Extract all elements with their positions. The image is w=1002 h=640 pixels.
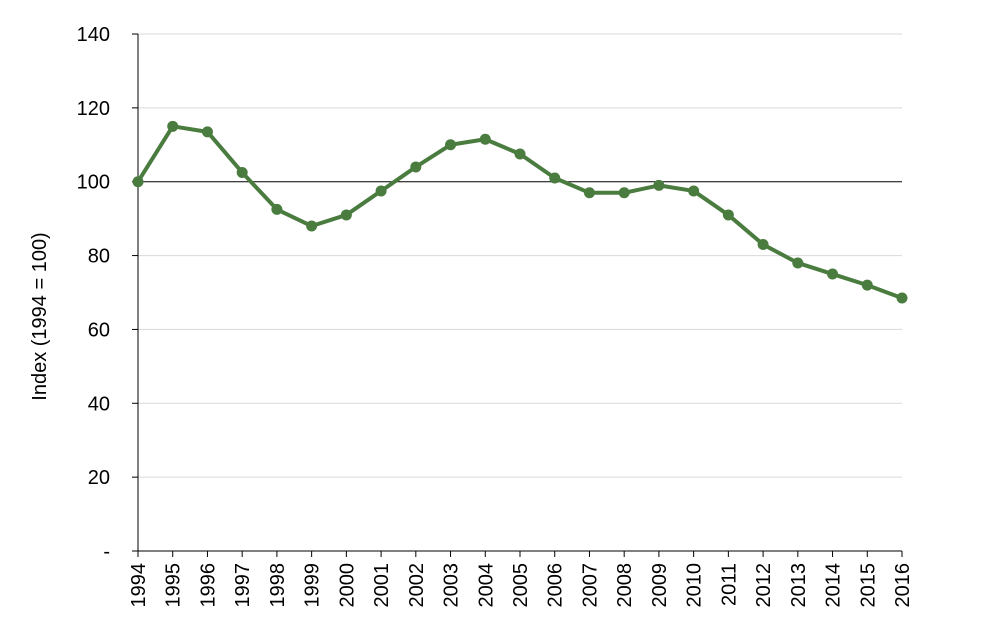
x-tick-label-1994: 1994: [128, 563, 150, 608]
y-tick-label-60: 60: [88, 319, 110, 341]
data-point-1997: [236, 166, 248, 178]
data-point-2008: [618, 187, 630, 199]
data-point-2009: [653, 179, 665, 191]
x-tick-label-2005: 2005: [510, 563, 532, 608]
data-point-1996: [201, 126, 213, 138]
series-group: [132, 120, 908, 304]
x-tick-label-1999: 1999: [302, 563, 324, 608]
x-tick-label-2015: 2015: [857, 563, 879, 608]
y-tick-label-120: 120: [77, 98, 110, 120]
y-tick-label-140: 140: [77, 24, 110, 46]
x-tick-label-2010: 2010: [684, 563, 706, 608]
data-point-1998: [271, 203, 283, 215]
data-point-2012: [757, 238, 769, 250]
x-tick-label-2001: 2001: [371, 563, 393, 608]
x-tick-label-1996: 1996: [197, 563, 219, 608]
x-tick-label-2003: 2003: [441, 563, 463, 608]
data-point-1999: [306, 220, 318, 232]
data-point-1995: [167, 120, 179, 132]
x-tick-label-1995: 1995: [163, 563, 185, 608]
x-tick-labels: 1994 1995 1996 1997 1998 1999 2000 2001 2002 2003…: [128, 563, 914, 608]
gridlines: [138, 33, 902, 478]
x-tick-label-2012: 2012: [753, 563, 775, 608]
x-tick-label-2011: 2011: [718, 563, 740, 606]
x-tick-label-2014: 2014: [823, 563, 845, 608]
y-tick-label-100: 100: [77, 172, 110, 194]
x-tick-label-2006: 2006: [545, 563, 567, 608]
data-point-2002: [410, 161, 422, 173]
x-tick-label-2000: 2000: [336, 563, 358, 608]
y-tick-label-0: -: [103, 541, 110, 563]
y-axis-label: Index (1994 = 100): [29, 232, 51, 400]
data-point-2006: [549, 172, 561, 184]
data-point-2004: [479, 133, 491, 145]
x-tick-label-2002: 2002: [406, 563, 428, 608]
x-tick-label-1998: 1998: [267, 563, 289, 608]
axes: [132, 33, 903, 557]
x-tick-label-2008: 2008: [614, 563, 636, 608]
data-point-2003: [445, 139, 457, 151]
data-point-2013: [792, 257, 804, 269]
x-tick-label-2004: 2004: [475, 563, 497, 608]
data-point-2001: [375, 185, 387, 197]
y-tick-label-40: 40: [88, 393, 110, 415]
data-point-2010: [688, 185, 700, 197]
y-tick-label-20: 20: [88, 467, 110, 489]
x-tick-label-2016: 2016: [892, 563, 914, 608]
data-point-2015: [861, 279, 873, 291]
data-point-1994: [132, 176, 144, 188]
data-point-2005: [514, 148, 526, 160]
x-tick-label-2007: 2007: [579, 563, 601, 608]
data-point-2007: [583, 187, 595, 199]
y-tick-label-80: 80: [88, 246, 110, 268]
data-point-2011: [722, 209, 734, 221]
x-tick-label-2009: 2009: [649, 563, 671, 608]
data-point-2016: [896, 292, 908, 304]
data-point-2014: [827, 268, 839, 280]
y-tick-labels: - 20 40 60 80 100 120 140: [77, 24, 110, 563]
x-tick-label-2013: 2013: [788, 563, 810, 608]
x-tick-label-1997: 1997: [232, 563, 254, 608]
data-point-2000: [340, 209, 352, 221]
